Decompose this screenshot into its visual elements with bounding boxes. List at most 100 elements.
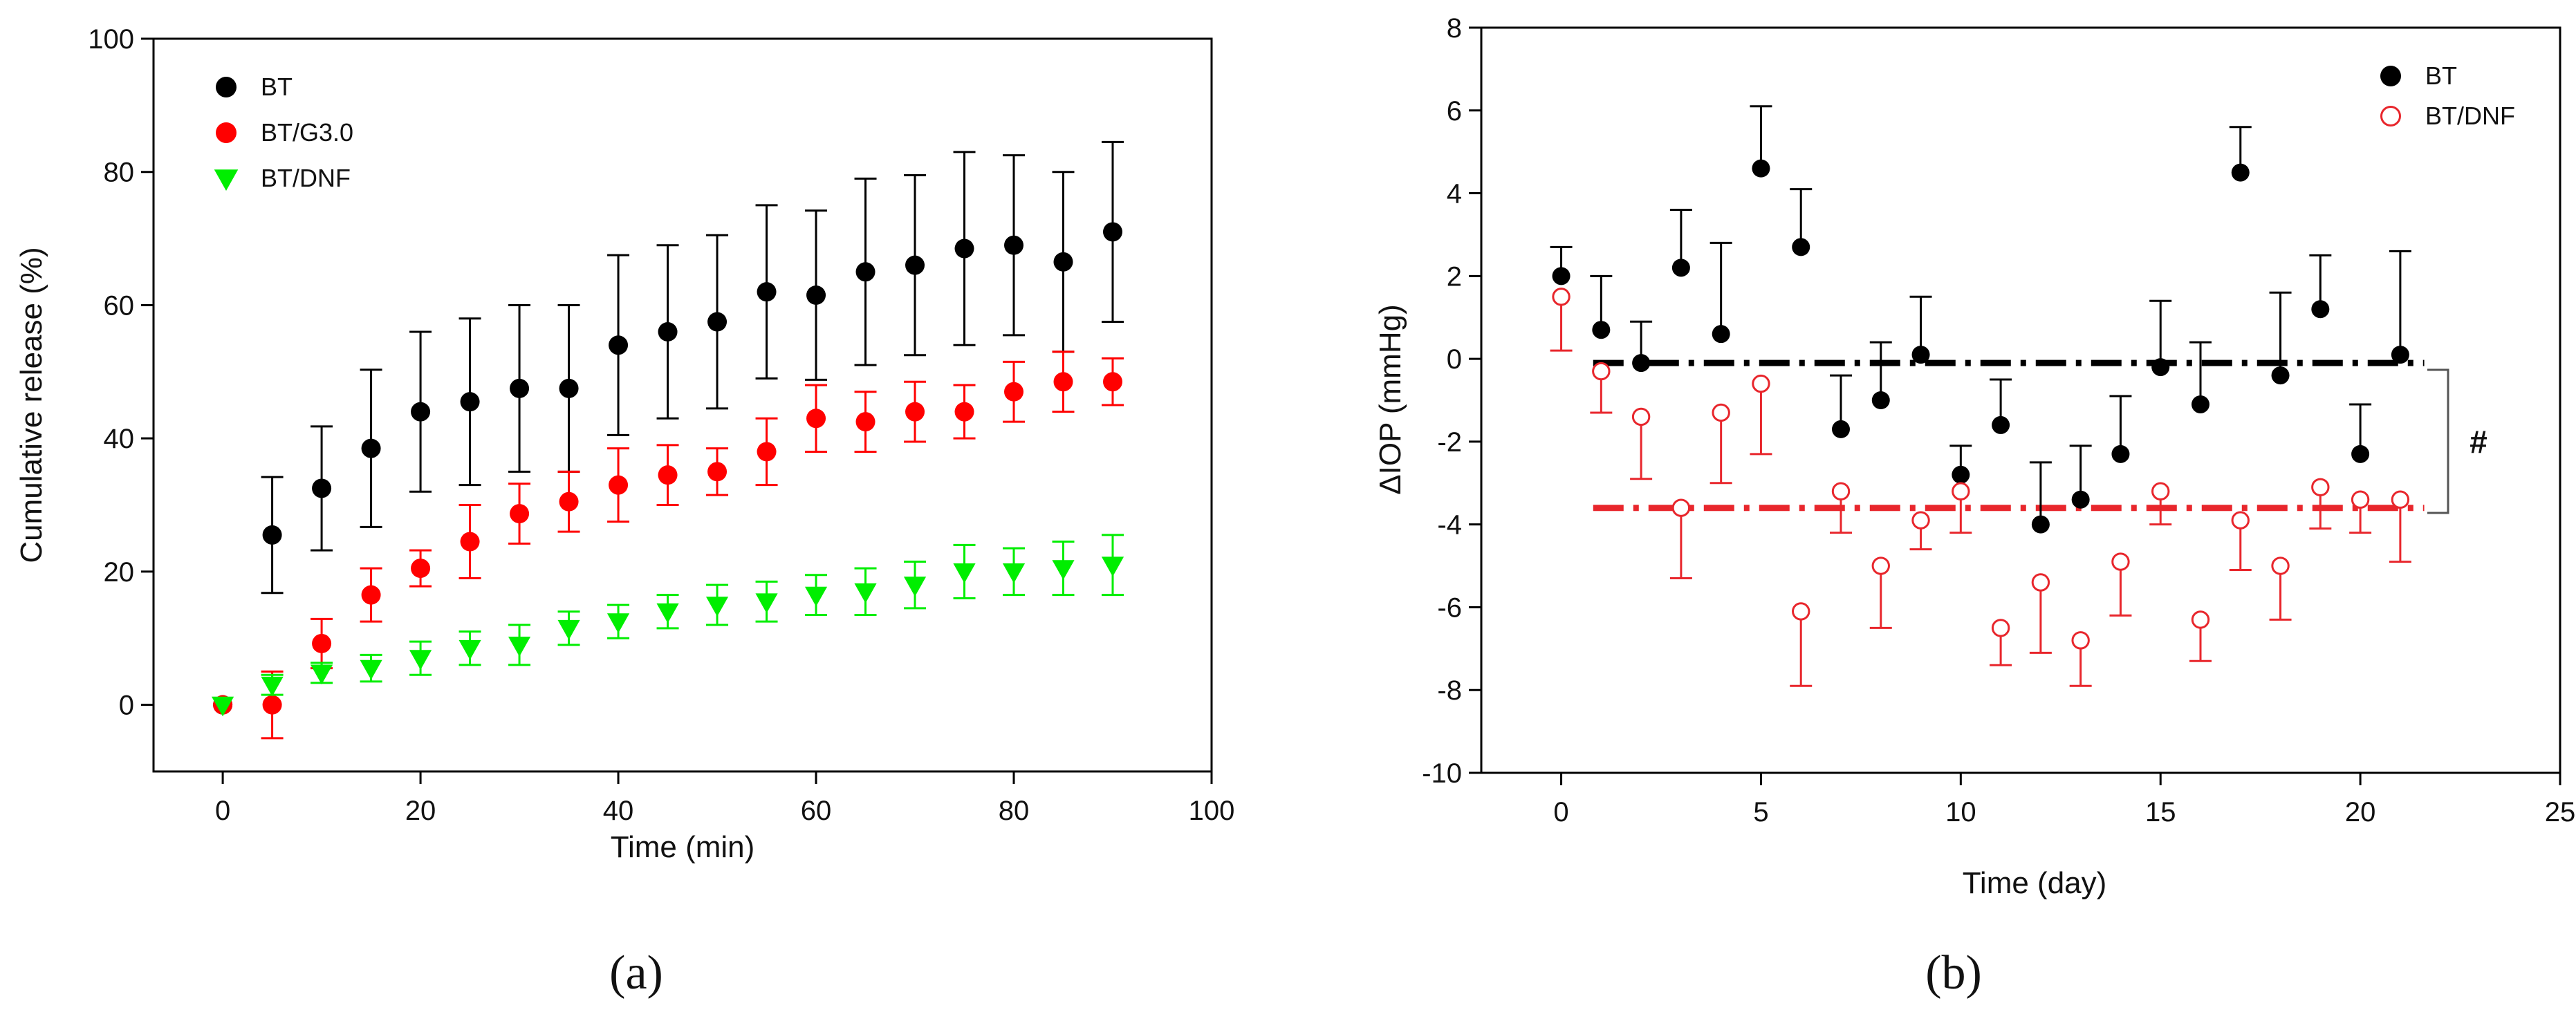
point-bt-dnf — [1002, 563, 1026, 583]
panel-b-y-tick-label: -4 — [1437, 510, 1462, 541]
point-bt-g3-0 — [954, 402, 974, 422]
point-bt-dnf — [2391, 490, 2410, 509]
panel-a-x-tick-label: 20 — [405, 796, 436, 826]
point-bt-dnf — [310, 664, 333, 685]
point-bt — [2192, 395, 2209, 413]
panel-a-y-tick-label: 40 — [104, 424, 135, 454]
panel-b-significance-bracket: # — [2427, 368, 2487, 514]
panel-b-x-tick-label: 10 — [1945, 797, 1976, 827]
point-bt-dnf — [1052, 560, 1075, 580]
legend-marker-bt-g3-0 — [216, 122, 237, 143]
panel-b-y-tick-label: 6 — [1447, 96, 1462, 127]
legend-label: BT/DNF — [2425, 102, 2515, 130]
point-bt — [757, 282, 777, 302]
point-bt-dnf — [854, 583, 877, 603]
point-bt-dnf — [2271, 556, 2290, 575]
point-bt-dnf — [1911, 511, 1930, 530]
point-bt-dnf — [1871, 556, 1890, 575]
point-bt — [1792, 238, 1810, 256]
point-bt-dnf — [1101, 556, 1124, 577]
point-bt-dnf — [606, 613, 630, 633]
series-bt-dnf — [211, 534, 1124, 717]
point-bt-dnf — [1991, 619, 2010, 637]
panel-b-x-tick-label: 15 — [2145, 797, 2176, 827]
panel-a-x-tick-label: 40 — [603, 796, 634, 826]
point-bt-g3-0 — [411, 559, 431, 579]
panel-b-y-axis-label: ΔIOP (mmHg) — [1373, 304, 1407, 494]
panel-b-plot-frame — [1480, 26, 2561, 774]
point-bt-dnf — [656, 603, 679, 624]
point-bt-g3-0 — [707, 462, 728, 482]
point-bt — [905, 255, 925, 275]
point-bt — [1552, 267, 1570, 285]
point-bt-dnf — [953, 563, 976, 583]
point-bt-dnf — [557, 619, 580, 640]
panel-b-x-tick-label: 5 — [1753, 797, 1768, 827]
panel-b-label: (b) — [1925, 946, 1982, 1000]
panel-b-y-tick-label: 2 — [1447, 261, 1462, 292]
point-bt-dnf — [458, 639, 481, 660]
panel-b-x-tick-label: 20 — [2345, 797, 2376, 827]
panel-a-x-axis: 0 20 40 60 80 100 — [215, 771, 1234, 826]
point-bt — [1832, 420, 1850, 438]
panel-a-chart: 0 20 40 60 80 100 0 20 40 60 80 100 BT BT/G3.0 BT/DN… — [15, 24, 1234, 1000]
point-bt — [1712, 325, 1730, 344]
point-bt-g3-0 — [1053, 372, 1073, 392]
legend-marker-bt-dnf — [2380, 106, 2401, 127]
point-bt-dnf — [1792, 602, 1810, 621]
panel-b-mean-lines — [1593, 359, 2425, 512]
panel-b-y-tick-label: -2 — [1437, 427, 1462, 458]
point-bt-g3-0 — [757, 442, 777, 462]
point-bt — [1632, 354, 1651, 373]
point-bt — [2151, 358, 2170, 377]
panel-a-y-tick-label: 0 — [119, 691, 134, 721]
point-bt-dnf — [1631, 407, 1651, 427]
point-bt — [1592, 321, 1611, 339]
point-bt — [2111, 444, 2130, 463]
panel-a-y-tick-label: 60 — [104, 290, 135, 321]
point-bt — [312, 478, 332, 498]
legend-marker-bt — [2380, 66, 2401, 86]
point-bt-g3-0 — [460, 532, 480, 552]
point-bt — [1752, 159, 1770, 178]
point-bt-g3-0 — [262, 695, 282, 715]
point-bt — [1871, 391, 1890, 409]
point-bt-dnf — [1831, 482, 1851, 500]
point-bt — [954, 238, 974, 259]
point-bt-g3-0 — [658, 465, 678, 485]
series-bt — [213, 140, 1124, 715]
panel-a-x-tick-label: 60 — [801, 796, 832, 826]
point-bt-dnf — [1671, 498, 1691, 517]
point-bt — [1952, 465, 1970, 484]
point-bt — [1911, 346, 1930, 364]
point-bt-dnf — [1752, 374, 1770, 393]
panel-b-y-tick-label: -6 — [1437, 592, 1462, 623]
point-bt-dnf — [2151, 482, 2170, 500]
panel-b-x-tick-label: 25 — [2545, 797, 2576, 827]
point-bt — [460, 392, 480, 412]
point-bt — [411, 402, 431, 422]
panel-a-label: (a) — [609, 946, 663, 1000]
point-bt — [1004, 235, 1024, 255]
legend-marker-bt-dnf — [214, 169, 239, 191]
panel-b-chart: -10 -8 -6 -4 -2 0 2 4 6 8 0 5 10 15 20 25 BT BT/DNF # T… — [1373, 13, 2575, 1000]
legend-label: BT/G3.0 — [261, 118, 353, 147]
point-bt-g3-0 — [1004, 382, 1024, 402]
point-bt-dnf — [2111, 552, 2130, 571]
panel-b-y-tick-label: -10 — [1422, 758, 1462, 789]
point-bt-g3-0 — [905, 402, 925, 422]
series-bt — [1550, 105, 2411, 534]
panel-a-x-tick-label: 0 — [215, 796, 230, 826]
legend-marker-bt — [216, 77, 237, 97]
panel-b-y-tick-label: -8 — [1437, 675, 1462, 706]
panel-a-y-tick-label: 20 — [104, 557, 135, 588]
point-bt-dnf — [508, 637, 531, 657]
point-bt-dnf — [2191, 610, 2210, 629]
point-bt — [1671, 259, 1690, 277]
point-bt-g3-0 — [559, 491, 579, 512]
point-bt-g3-0 — [1103, 372, 1123, 392]
point-bt — [2031, 515, 2050, 534]
point-bt-dnf — [755, 593, 778, 614]
panel-a-x-axis-label: Time (min) — [611, 830, 755, 864]
point-bt — [658, 322, 678, 341]
